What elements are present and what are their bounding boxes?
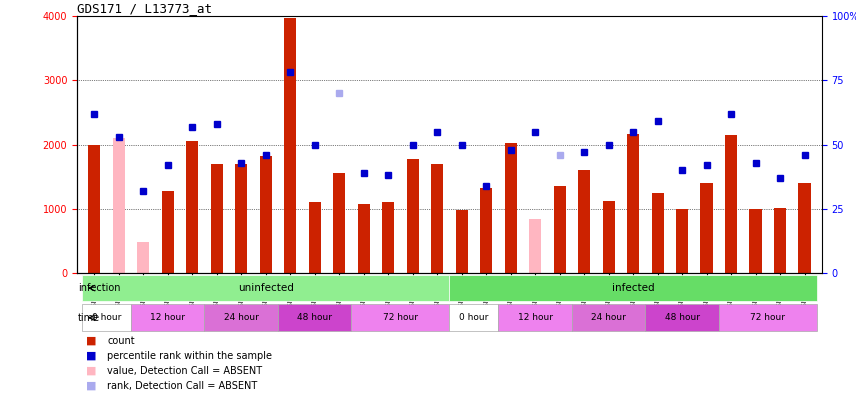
Bar [211,164,223,273]
Text: ■: ■ [86,381,96,391]
Text: ■: ■ [86,350,96,361]
Bar [651,193,663,273]
Text: 24 hour: 24 hour [223,313,259,322]
Bar [799,183,811,273]
Bar [205,305,278,331]
Bar [186,141,199,273]
Bar [645,305,719,331]
Bar [162,191,174,273]
Bar [407,159,419,273]
Bar [88,145,100,273]
Text: count: count [107,335,134,346]
Bar [449,305,498,331]
Text: 12 hour: 12 hour [150,313,185,322]
Bar [750,209,762,273]
Text: 48 hour: 48 hour [664,313,699,322]
Bar [352,305,449,331]
Text: infected: infected [612,283,655,293]
Bar [700,183,713,273]
Bar [137,242,149,273]
Bar [278,305,352,331]
Bar [82,275,449,301]
Bar [725,135,737,273]
Bar [431,164,443,273]
Text: percentile rank within the sample: percentile rank within the sample [107,350,272,361]
Bar [774,208,787,273]
Bar [449,275,817,301]
Bar [627,133,639,273]
Text: 0 hour: 0 hour [459,313,489,322]
Text: GDS171 / L13773_at: GDS171 / L13773_at [77,2,212,15]
Bar [333,173,345,273]
Bar [498,305,572,331]
Bar [358,204,370,273]
Bar [308,202,321,273]
Bar [259,156,272,273]
Text: ■: ■ [86,335,96,346]
Bar [82,305,131,331]
Bar [112,138,125,273]
Text: uninfected: uninfected [238,283,294,293]
Bar [676,209,688,273]
Bar [382,202,395,273]
Bar [455,209,467,273]
Text: time: time [78,313,100,323]
Text: 24 hour: 24 hour [591,313,626,322]
Bar [480,188,492,273]
Bar [504,143,517,273]
Bar [284,18,296,273]
Text: value, Detection Call = ABSENT: value, Detection Call = ABSENT [107,366,262,376]
Text: 12 hour: 12 hour [518,313,553,322]
Bar [131,305,205,331]
Bar [603,200,615,273]
Bar [578,170,591,273]
Text: rank, Detection Call = ABSENT: rank, Detection Call = ABSENT [107,381,258,391]
Bar [235,164,247,273]
Bar [572,305,645,331]
Bar [719,305,817,331]
Text: infection: infection [78,283,121,293]
Text: 72 hour: 72 hour [383,313,418,322]
Bar [529,219,541,273]
Text: ■: ■ [86,366,96,376]
Bar [554,186,566,273]
Text: 0 hour: 0 hour [92,313,122,322]
Text: 48 hour: 48 hour [297,313,332,322]
Text: 72 hour: 72 hour [751,313,785,322]
